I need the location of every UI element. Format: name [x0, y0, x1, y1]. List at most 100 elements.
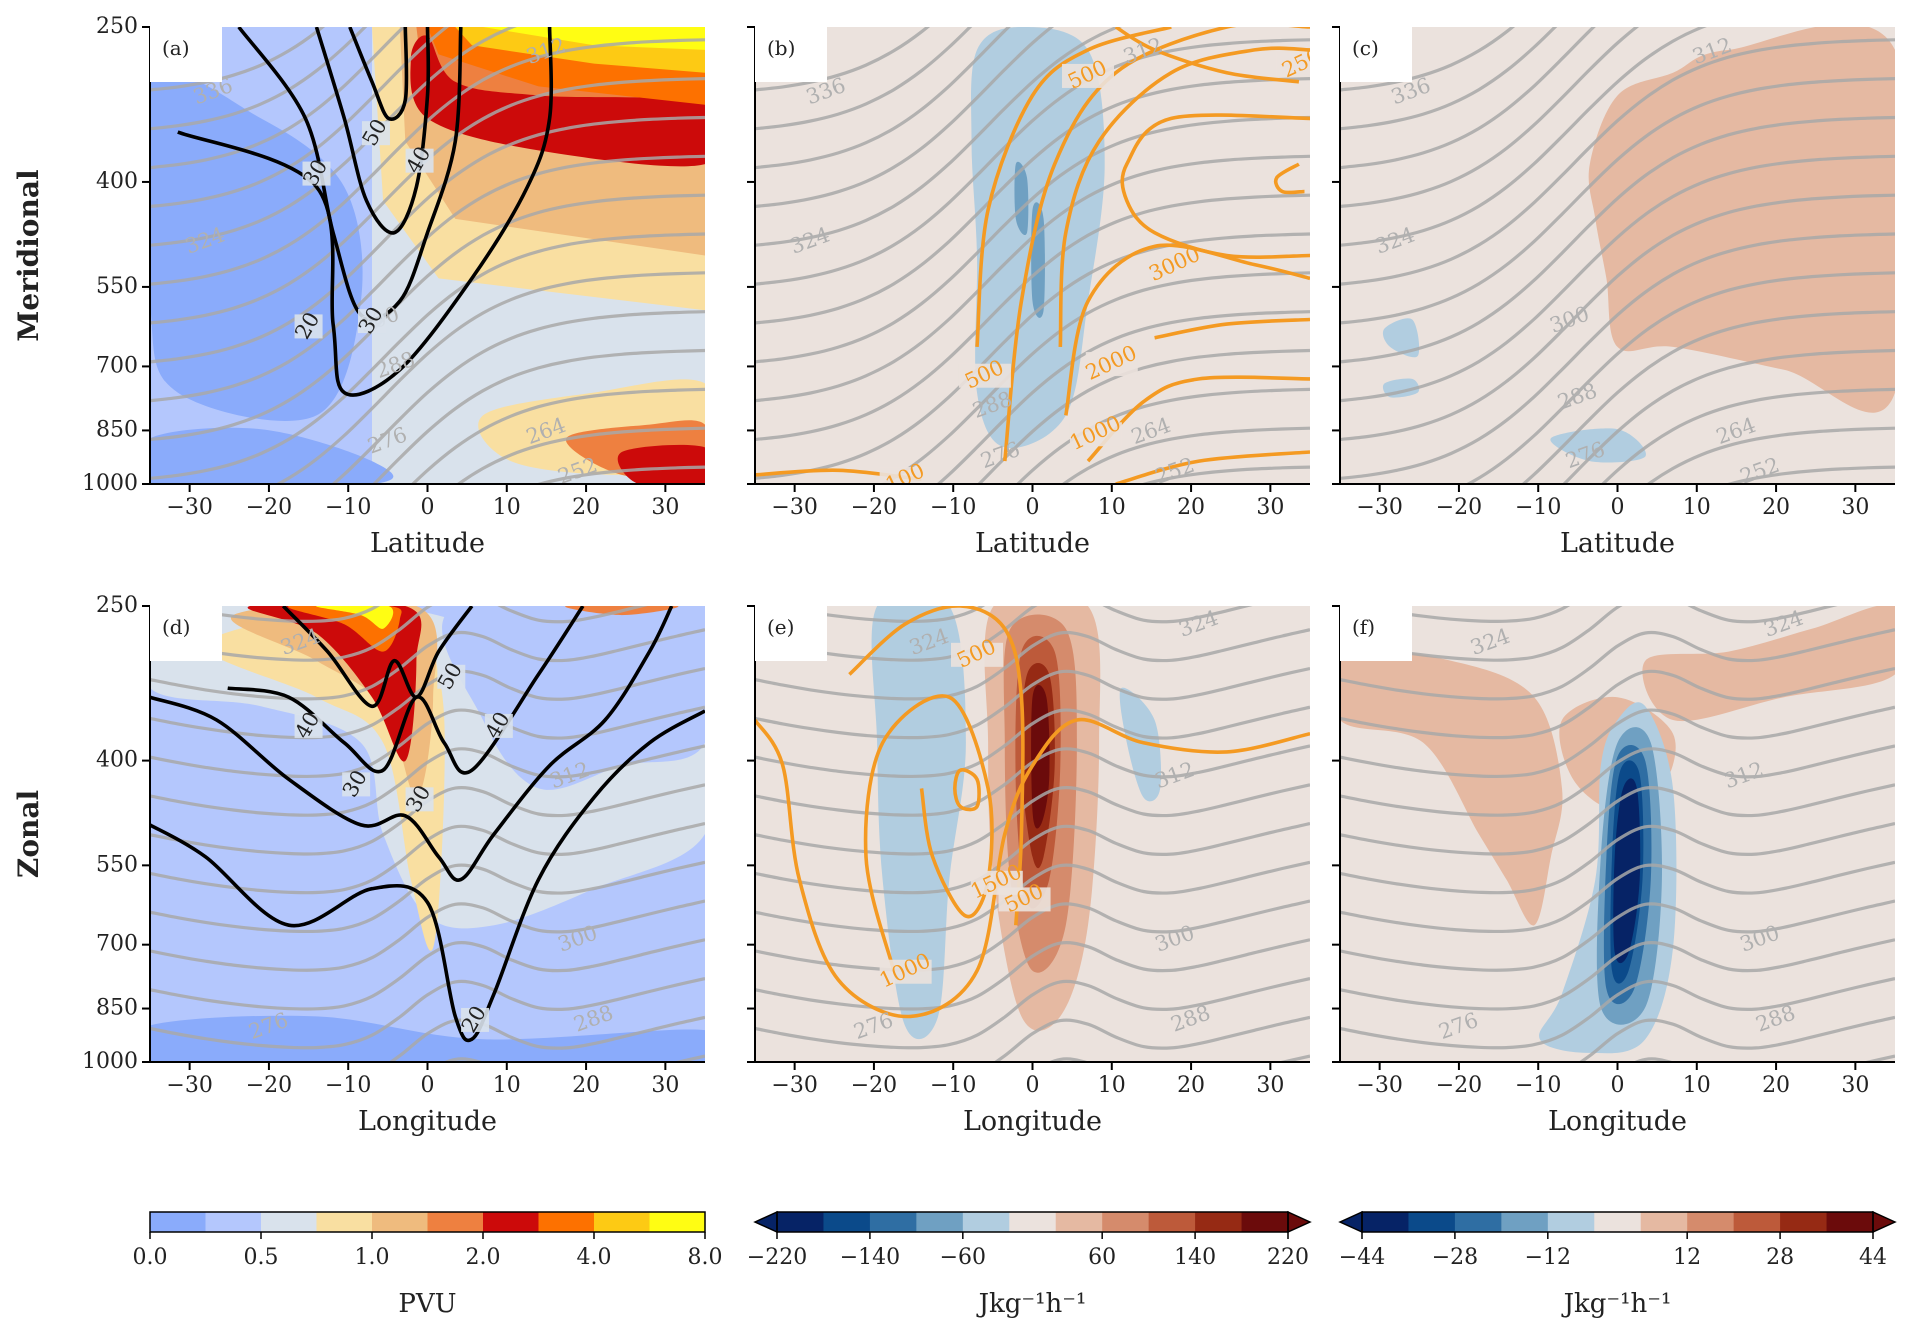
- colorbar-tick-label: 28: [1766, 1245, 1794, 1270]
- colorbar-bin: [538, 1212, 595, 1232]
- isentrope: [150, 628, 705, 701]
- isentrope: [1340, 27, 1707, 247]
- axes-c: −30 −20 −10 0 10 20 30 Latitude (c): [1332, 26, 1895, 559]
- y-tick-label: 250: [96, 14, 138, 39]
- panel-label: (c): [1352, 36, 1379, 60]
- isentrope: [150, 38, 705, 286]
- accum-contour: [1003, 27, 1310, 462]
- x-axis-label: Longitude: [963, 1106, 1102, 1137]
- x-tick-label: −20: [1436, 495, 1482, 520]
- panel-plot-area: 3363243123002882762642525040303020: [150, 27, 705, 484]
- colorbar-tick-label: −28: [1432, 1245, 1478, 1270]
- isentrope: [1521, 310, 1895, 484]
- colorbar-bin: [372, 1212, 428, 1232]
- isentrope: [1340, 783, 1895, 856]
- x-tick-label: −10: [930, 495, 976, 520]
- panel-label-box: [150, 606, 222, 661]
- isentrope: [1139, 465, 1310, 484]
- colorbar-tick-label: −60: [940, 1245, 986, 1270]
- colorbar-bin: [427, 1212, 484, 1232]
- colorbar-bin: [316, 1212, 373, 1232]
- heating-fill: [1382, 318, 1420, 358]
- wind-label-bg: [302, 161, 331, 186]
- colorbar-extend-low: [753, 1210, 778, 1234]
- x-tick-label: 0: [1026, 495, 1040, 520]
- colorbars: 0.0 0.5 1.0 2.0 4.0 8.0 PVU −220 −140 −60 60 140 220…: [133, 1210, 1897, 1319]
- isentrope: [879, 271, 1310, 484]
- wind-label-bg: [405, 787, 434, 812]
- x-tick-label: −30: [166, 495, 212, 520]
- isentrope: [755, 193, 1310, 442]
- x-axis-label: Latitude: [975, 528, 1090, 559]
- colorbar-extend-high: [1872, 1210, 1897, 1234]
- colorbar-extend-low: [1338, 1210, 1363, 1234]
- accum-label-bg: [1085, 352, 1138, 377]
- x-tick-label: −20: [246, 495, 292, 520]
- accum-label-bg: [1149, 253, 1202, 278]
- y-tick-label: 700: [96, 932, 138, 957]
- isentrope: [150, 27, 326, 92]
- isentrope: [1340, 744, 1895, 817]
- isentrope: [1340, 1134, 1895, 1203]
- x-tick-label: −10: [930, 1073, 976, 1098]
- isentrope: [1340, 27, 1558, 131]
- x-tick-label: −30: [1356, 1073, 1402, 1098]
- accum-contour: [1058, 46, 1310, 347]
- isentrope: [1464, 271, 1895, 484]
- colorbar-bin: [1640, 1212, 1688, 1232]
- isentrope: [755, 899, 1310, 972]
- isentrope: [766, 606, 986, 624]
- colorbar-bin: [1780, 1212, 1828, 1232]
- panel-label-box: [1340, 27, 1412, 82]
- colorbar-label: Jkg⁻¹h⁻¹: [1561, 1289, 1672, 1319]
- colorbar-tick-label: 140: [1174, 1245, 1216, 1270]
- colorbar-tick-label: 4.0: [577, 1245, 612, 1270]
- isentrope: [993, 1015, 1310, 1062]
- x-tick-label: 20: [572, 495, 600, 520]
- isentrope: [1561, 348, 1895, 484]
- x-tick-label: 0: [1611, 495, 1625, 520]
- colorbar-tick-label: 12: [1673, 1245, 1701, 1270]
- wind-contour: [150, 606, 674, 882]
- isentrope: [1340, 899, 1895, 972]
- isentrope: [755, 938, 1310, 1011]
- x-tick-label: −30: [771, 1073, 817, 1098]
- x-tick-label: 10: [1683, 1073, 1711, 1098]
- isentrope: [755, 783, 1310, 856]
- isentrope: [755, 27, 1122, 247]
- x-tick-label: 10: [493, 495, 521, 520]
- isentrope: [371, 348, 705, 484]
- wind-contour: [281, 606, 474, 709]
- x-axis-label: Latitude: [370, 528, 485, 559]
- colorbar-bin: [962, 1212, 1010, 1232]
- pv-band: [410, 35, 705, 167]
- colorbar-anom2: −44 −28 −12 12 28 44 Jkg⁻¹h⁻¹: [1338, 1210, 1897, 1319]
- panel-label: (a): [162, 36, 190, 60]
- colorbar-tick-label: 220: [1267, 1245, 1309, 1270]
- isentrope: [331, 310, 705, 484]
- accum-label-bg: [951, 642, 1003, 667]
- x-tick-label: −20: [851, 495, 897, 520]
- accum-contour: [848, 606, 1025, 926]
- pv-band: [150, 1015, 705, 1062]
- isentrope: [388, 1015, 705, 1062]
- colorbar-bin: [1826, 1212, 1874, 1232]
- panel-a: 3363243123002882762642525040303020 250 400…: [12, 14, 705, 559]
- wind-contour: [177, 27, 554, 397]
- accum-contour: [1115, 450, 1310, 484]
- colorbar-tick-label: −12: [1525, 1245, 1571, 1270]
- isentrope: [755, 232, 1310, 480]
- colorbar-tick-label: 44: [1859, 1245, 1887, 1270]
- colorbar-tick-label: 0.5: [244, 1245, 279, 1270]
- wind-label-bg: [358, 309, 386, 334]
- isentrope: [755, 628, 1310, 701]
- colorbar-bin: [261, 1212, 317, 1232]
- isentrope-lines: [150, 606, 705, 1062]
- accum-contour: [1114, 27, 1300, 84]
- colorbar-tick-label: −140: [840, 1245, 900, 1270]
- isentrope: [755, 27, 973, 131]
